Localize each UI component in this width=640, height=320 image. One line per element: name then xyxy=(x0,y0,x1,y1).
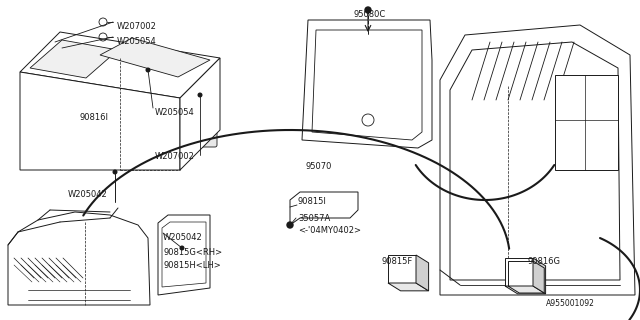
Polygon shape xyxy=(20,32,220,98)
Bar xyxy=(468,195,486,205)
Polygon shape xyxy=(505,258,533,286)
Circle shape xyxy=(287,222,293,228)
Polygon shape xyxy=(533,261,544,293)
Text: 90815H<LH>: 90815H<LH> xyxy=(163,261,221,270)
FancyBboxPatch shape xyxy=(87,115,143,159)
Polygon shape xyxy=(100,38,210,77)
Text: 90816I: 90816I xyxy=(80,113,109,122)
Text: W205042: W205042 xyxy=(68,190,108,199)
Text: 90815G<RH>: 90815G<RH> xyxy=(163,248,222,257)
Text: 90815F: 90815F xyxy=(381,257,412,266)
Polygon shape xyxy=(30,40,118,78)
Text: W207002: W207002 xyxy=(117,22,157,31)
Bar xyxy=(468,175,486,185)
Polygon shape xyxy=(302,20,432,148)
Text: A955001092: A955001092 xyxy=(546,299,595,308)
Circle shape xyxy=(306,203,314,211)
Text: W207002: W207002 xyxy=(155,152,195,161)
Polygon shape xyxy=(505,286,545,294)
Circle shape xyxy=(321,203,329,211)
Bar xyxy=(468,218,486,228)
Text: 90816G: 90816G xyxy=(527,257,560,266)
FancyBboxPatch shape xyxy=(25,107,81,153)
Circle shape xyxy=(365,7,371,13)
Polygon shape xyxy=(158,215,210,295)
Polygon shape xyxy=(450,42,620,280)
Text: W205042: W205042 xyxy=(163,233,203,242)
Text: W205054: W205054 xyxy=(155,108,195,117)
FancyBboxPatch shape xyxy=(316,31,419,131)
Polygon shape xyxy=(20,72,180,170)
Polygon shape xyxy=(416,255,429,291)
FancyBboxPatch shape xyxy=(147,122,181,163)
Bar xyxy=(468,238,486,248)
Text: 95070: 95070 xyxy=(305,162,332,171)
Polygon shape xyxy=(508,261,533,286)
Circle shape xyxy=(113,170,117,174)
Polygon shape xyxy=(388,283,429,291)
Polygon shape xyxy=(8,212,150,305)
Circle shape xyxy=(180,246,184,250)
Polygon shape xyxy=(290,192,358,225)
Polygon shape xyxy=(533,258,545,294)
Polygon shape xyxy=(388,255,416,283)
Text: <-'04MY0402>: <-'04MY0402> xyxy=(298,226,361,235)
Polygon shape xyxy=(508,286,544,293)
Text: W205054: W205054 xyxy=(117,37,157,46)
Polygon shape xyxy=(440,25,635,295)
Text: 35057A: 35057A xyxy=(298,214,330,223)
Text: 90815I: 90815I xyxy=(298,197,327,206)
FancyBboxPatch shape xyxy=(181,105,217,147)
Text: 95080C: 95080C xyxy=(354,10,387,19)
Circle shape xyxy=(198,93,202,97)
Circle shape xyxy=(336,203,344,211)
Circle shape xyxy=(146,68,150,72)
Polygon shape xyxy=(555,75,618,170)
Polygon shape xyxy=(180,58,220,170)
